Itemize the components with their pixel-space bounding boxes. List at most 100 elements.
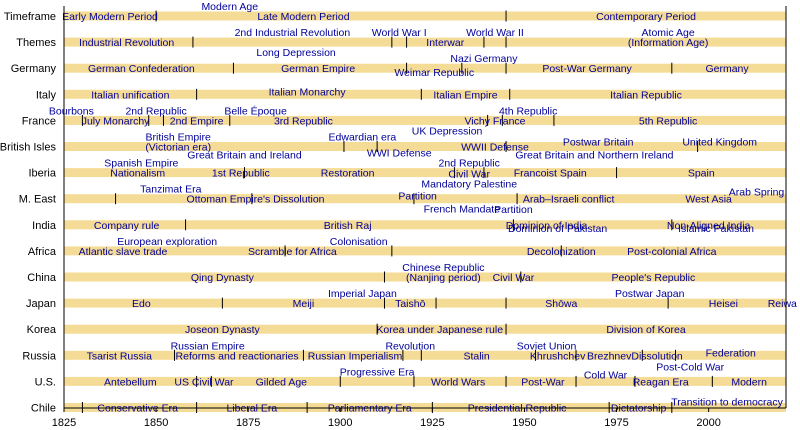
- period-label-british-isles-1: (Victorian era): [145, 142, 211, 154]
- period-label-iberia-7: Spain: [688, 168, 715, 180]
- period-label-india-0: Partition: [494, 204, 533, 216]
- period-label-u-s-5: World Wars: [431, 376, 485, 388]
- period-label-france-3: 2nd Empire: [170, 115, 224, 127]
- period-label-france-4: Belle Époque: [224, 104, 287, 117]
- band-themes: [64, 37, 786, 47]
- period-label-m-east-2: Mandatory Palestine: [421, 179, 517, 191]
- row-label-chile: Chile: [31, 403, 56, 415]
- period-label-germany-2: Nazi Germany: [450, 53, 518, 65]
- period-label-russia-3: Russian Imperialism: [308, 350, 403, 362]
- period-label-russia-5: Soviet Union: [517, 340, 577, 352]
- period-label-iberia-5: Civil War: [448, 169, 490, 181]
- period-label-africa-4: Colonisation: [330, 236, 388, 248]
- period-label-timeframe-0: Early Modern Period: [62, 11, 158, 23]
- row-label-japan: Japan: [26, 298, 56, 310]
- period-label-france-0: Bourbons: [49, 105, 94, 117]
- period-label-france-5: 3rd Republic: [274, 115, 333, 127]
- period-label-germany-3: Weimar Republic: [394, 67, 474, 79]
- period-label-italy-1: Italian Monarchy: [269, 86, 347, 98]
- period-label-korea-2: Division of Korea: [606, 324, 686, 336]
- row-label-m-east: M. East: [19, 194, 56, 206]
- band-china: [64, 272, 786, 282]
- period-label-m-east-6: Arab Spring: [729, 187, 785, 199]
- period-label-russia-0: Russian Empire: [171, 340, 245, 352]
- period-label-china-4: People's Republic: [612, 272, 696, 284]
- period-label-british-isles-0: British Empire: [146, 132, 212, 144]
- band-japan: [64, 298, 786, 308]
- row-label-france: France: [22, 115, 56, 127]
- row-label-germany: Germany: [11, 63, 57, 75]
- band-africa: [64, 246, 786, 256]
- row-label-italy: Italy: [36, 89, 57, 101]
- period-label-iberia-3: Restoration: [321, 168, 375, 180]
- period-label-france-7: Vichy France: [464, 115, 525, 127]
- period-label-india-4: Non-Aligned India: [667, 220, 751, 232]
- period-label-iberia-2: 1st Republic: [212, 168, 270, 180]
- period-label-themes-1: 2nd Industrial Revolution: [235, 27, 351, 39]
- x-tick-label-1900: 1900: [328, 417, 352, 429]
- period-label-france-6: 4th Republic: [499, 105, 557, 117]
- period-label-france-8: 5th Republic: [639, 115, 697, 127]
- x-tick-label-2000: 2000: [696, 417, 720, 429]
- period-label-british-isles-8: Great Britain and Ireland: [187, 150, 302, 162]
- period-label-russia-10: Federation: [706, 347, 756, 359]
- period-label-japan-5: Shōwa: [545, 298, 577, 310]
- row-label-u-s: U.S.: [35, 376, 56, 388]
- period-label-africa-6: Decolonization: [527, 246, 596, 258]
- period-label-india-3: Dominion of India: [506, 220, 588, 232]
- period-label-africa-3: Atlantic slave trade: [79, 246, 168, 258]
- period-label-m-east-4: French Mandate: [424, 204, 501, 216]
- x-tick-label-1850: 1850: [144, 417, 168, 429]
- period-label-japan-0: Imperial Japan: [328, 288, 397, 300]
- x-axis: 1825 1850 1875 1900 1925 1950 1975 2000: [52, 6, 787, 429]
- period-label-u-s-4: Progressive Era: [340, 366, 415, 378]
- period-label-m-east-1: Ottoman Empire's Dissolution: [187, 194, 325, 206]
- period-label-france-1: July Monarchy: [82, 115, 150, 127]
- period-label-british-isles-5: WWII Defense: [461, 142, 529, 154]
- row-label-russia: Russia: [22, 350, 57, 362]
- period-label-korea-1: Korea under Japanese rule: [376, 324, 503, 336]
- period-label-germany-4: Post-War Germany: [542, 63, 632, 75]
- period-label-british-isles-4: WWI Defense: [367, 148, 432, 160]
- period-label-m-east-0: Tanzimat Era: [140, 184, 201, 196]
- band-korea: [64, 324, 786, 334]
- period-label-u-s-0: Post-Cold War: [656, 361, 724, 373]
- period-label-chile-5: Transition to democracy: [671, 397, 783, 409]
- period-label-japan-4: Taishō: [395, 298, 426, 310]
- period-label-iberia-6: Francoist Spain: [514, 168, 587, 180]
- period-label-m-east-5: Arab–Israeli conflict: [523, 194, 615, 206]
- period-label-themes-2: Long Depression: [256, 47, 336, 59]
- period-label-themes-0: Industrial Revolution: [79, 37, 174, 49]
- period-label-china-0: Chinese Republic: [402, 262, 484, 274]
- period-label-russia-7: Khrushchev: [530, 350, 586, 362]
- band-italy: [64, 89, 786, 99]
- period-label-british-isles-2: Edwardian era: [329, 132, 397, 144]
- period-label-africa-2: European exploration: [117, 236, 217, 248]
- period-label-british-isles-7: United Kingdom: [682, 137, 757, 149]
- period-label-u-s-6: Post-War: [521, 376, 565, 388]
- period-label-russia-2: Reforms and reactionaries: [176, 350, 299, 362]
- x-tick-label-1875: 1875: [236, 417, 260, 429]
- period-label-korea-0: Joseon Dynasty: [185, 324, 260, 336]
- period-label-italy-0: Italian unification: [91, 89, 169, 101]
- row-label-korea: Korea: [27, 324, 57, 336]
- period-label-iberia-1: Nationalism: [110, 168, 165, 180]
- period-label-u-s-8: Reagan Era: [633, 376, 689, 388]
- period-label-russia-8: Brezhnev: [587, 350, 632, 362]
- x-tick-label-1950: 1950: [512, 417, 536, 429]
- period-label-africa-7: Post-colonial Africa: [627, 246, 716, 258]
- period-label-india-1: Company rule: [94, 220, 160, 232]
- period-label-u-s-3: Gilded Age: [256, 376, 308, 388]
- x-tick-label-1825: 1825: [52, 417, 76, 429]
- period-label-themes-4: Interwar: [426, 37, 464, 49]
- row-label-british-isles: British Isles: [0, 142, 56, 154]
- period-label-iberia-0: Spanish Empire: [104, 158, 178, 170]
- period-label-timeframe-3: Contemporary Period: [596, 11, 696, 23]
- period-label-germany-5: Germany: [705, 63, 749, 75]
- period-label-iberia-4: 2nd Republic: [439, 158, 500, 170]
- period-label-u-s-1: Antebellum: [104, 376, 157, 388]
- period-label-africa-1: Islamic Pakistan: [678, 223, 754, 235]
- x-tick-label-1975: 1975: [604, 417, 628, 429]
